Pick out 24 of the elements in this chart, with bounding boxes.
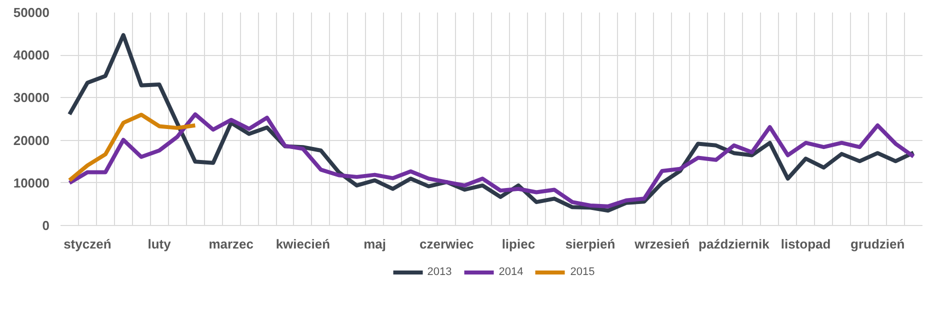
x-tick-label: wrzesień [634, 236, 690, 252]
x-tick-label: październik [698, 236, 770, 252]
y-tick-label: 30000 [13, 90, 50, 106]
x-tick-label: grudzień [850, 236, 905, 252]
line-series [67, 112, 916, 208]
y-tick-label: 0 [42, 218, 50, 233]
line-series [67, 33, 916, 213]
legend-label: 2014 [498, 266, 524, 278]
x-tick-label: czerwiec [420, 236, 474, 252]
x-tick-label: styczeń [64, 236, 112, 252]
y-tick-label: 10000 [13, 175, 50, 190]
x-tick-label: kwiecień [276, 236, 330, 252]
x-tick-label: marzec [208, 236, 254, 252]
x-tick-label: luty [148, 236, 172, 252]
x-tick-label: listopad [780, 236, 831, 252]
legend-label: 2013 [427, 266, 452, 278]
legend-label: 2015 [570, 266, 595, 278]
x-tick-label: maj [364, 236, 386, 252]
y-tick-label: 50000 [13, 5, 50, 20]
x-tick-label: sierpień [565, 236, 616, 252]
line-series [67, 112, 198, 182]
x-tick-label: lipiec [502, 236, 536, 252]
y-tick-label: 40000 [13, 48, 50, 63]
y-tick-label: 20000 [13, 132, 50, 148]
